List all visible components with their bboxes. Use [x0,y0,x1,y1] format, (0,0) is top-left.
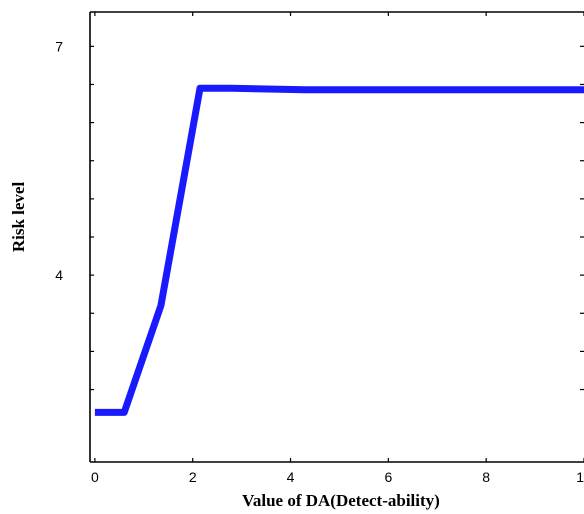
x-tick-label: 10 [576,469,584,485]
series-layer [94,84,584,416]
x-tick-label: 6 [384,469,392,485]
tick-marks [90,12,584,462]
x-tick-label: 8 [482,469,490,485]
x-tick-label: 2 [189,469,197,485]
y-tick-label: 7 [55,38,63,54]
series-line [94,84,584,416]
x-tick-label: 4 [287,469,295,485]
y-tick-label: 4 [55,267,63,283]
tick-labels: 0 2 4 6 8 10 4 7 [55,38,584,485]
y-axis-title: Risk level [9,182,28,253]
x-axis-title: Value of DA(Detect-ability) [242,491,440,510]
axes [89,11,584,463]
x-tick-label: 0 [91,469,99,485]
